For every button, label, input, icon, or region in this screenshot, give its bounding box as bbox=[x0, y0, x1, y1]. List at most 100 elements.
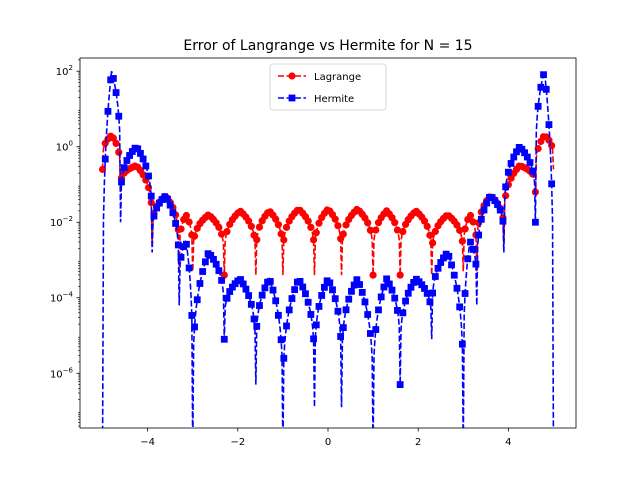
marker-hermite bbox=[310, 335, 317, 343]
marker-hermite bbox=[153, 204, 161, 212]
marker-hermite bbox=[139, 155, 147, 163]
marker-lagrange bbox=[304, 217, 312, 225]
marker-lagrange bbox=[245, 217, 253, 225]
marker-hermite bbox=[526, 159, 534, 166]
y-tick-label: 10−4 bbox=[50, 291, 74, 305]
marker-hermite bbox=[118, 178, 125, 186]
marker-hermite bbox=[185, 264, 193, 272]
marker-hermite bbox=[418, 281, 426, 289]
series-hermite bbox=[101, 71, 556, 428]
marker-hermite bbox=[534, 102, 542, 110]
marker-hermite bbox=[150, 212, 158, 220]
marker-hermite bbox=[191, 323, 198, 331]
marker-hermite bbox=[199, 268, 207, 275]
marker-lagrange bbox=[423, 222, 431, 230]
legend-label-hermite: Hermite bbox=[314, 94, 354, 105]
marker-hermite bbox=[272, 297, 280, 305]
chart-title: Error of Langrange vs Hermite for N = 15 bbox=[183, 38, 472, 54]
marker-hermite bbox=[318, 292, 326, 299]
marker-lagrange bbox=[369, 271, 377, 279]
marker-hermite bbox=[302, 290, 309, 298]
marker-hermite bbox=[464, 255, 472, 263]
marker-hermite bbox=[299, 283, 307, 291]
marker-hermite bbox=[253, 322, 261, 330]
marker-hermite bbox=[188, 312, 196, 319]
marker-hermite bbox=[115, 112, 123, 120]
marker-hermite bbox=[429, 289, 437, 297]
marker-hermite bbox=[388, 286, 396, 294]
marker-lagrange bbox=[182, 211, 191, 220]
marker-hermite bbox=[396, 381, 404, 388]
marker-lagrange bbox=[420, 217, 429, 225]
marker-hermite bbox=[177, 253, 185, 261]
marker-hermite bbox=[142, 162, 150, 170]
marker-hermite bbox=[356, 281, 363, 288]
marker-hermite bbox=[521, 149, 528, 157]
marker-hermite bbox=[120, 164, 128, 172]
marker-lagrange bbox=[223, 227, 231, 236]
marker-lagrange bbox=[458, 237, 466, 245]
marker-hermite bbox=[523, 153, 531, 161]
marker-hermite bbox=[123, 157, 131, 164]
y-tick-label: 10−6 bbox=[50, 366, 74, 380]
x-tick-label: −2 bbox=[230, 437, 245, 448]
marker-hermite bbox=[229, 283, 236, 291]
marker-hermite bbox=[226, 288, 234, 295]
marker-hermite bbox=[518, 145, 526, 153]
marker-lagrange bbox=[315, 219, 323, 227]
marker-hermite bbox=[391, 294, 399, 302]
marker-hermite bbox=[237, 276, 244, 283]
marker-hermite bbox=[399, 309, 407, 317]
marker-hermite bbox=[532, 218, 539, 226]
marker-hermite bbox=[542, 85, 550, 93]
marker-hermite bbox=[421, 285, 428, 292]
marker-lagrange bbox=[456, 226, 464, 234]
marker-hermite bbox=[548, 180, 556, 188]
marker-lagrange bbox=[309, 236, 318, 244]
marker-hermite bbox=[277, 336, 285, 344]
marker-hermite bbox=[109, 75, 117, 82]
marker-hermite bbox=[245, 292, 253, 299]
marker-lagrange bbox=[469, 218, 477, 226]
x-tick-label: 0 bbox=[325, 437, 331, 448]
marker-hermite bbox=[285, 306, 293, 314]
marker-hermite bbox=[169, 209, 177, 217]
marker-lagrange bbox=[431, 227, 439, 236]
marker-lagrange bbox=[399, 227, 407, 236]
marker-hermite bbox=[166, 201, 174, 209]
marker-hermite bbox=[504, 168, 512, 176]
legend-label-lagrange: Lagrange bbox=[314, 72, 361, 83]
marker-hermite bbox=[183, 240, 190, 248]
marker-lagrange bbox=[217, 230, 226, 238]
marker-lagrange bbox=[461, 225, 469, 233]
marker-hermite bbox=[364, 311, 372, 318]
marker-hermite bbox=[350, 281, 358, 289]
marker-hermite bbox=[258, 291, 266, 299]
marker-lagrange bbox=[307, 223, 315, 231]
marker-lagrange bbox=[339, 230, 347, 238]
marker-hermite bbox=[147, 192, 155, 200]
marker-lagrange bbox=[274, 221, 282, 229]
marker-lagrange bbox=[312, 229, 320, 237]
marker-hermite bbox=[280, 354, 288, 362]
marker-hermite bbox=[404, 289, 412, 297]
marker-hermite bbox=[201, 258, 209, 266]
marker-lagrange bbox=[372, 226, 380, 234]
y-axis: 102 100 10−2 10−4 10−6 bbox=[50, 59, 80, 427]
marker-hermite bbox=[366, 330, 374, 337]
marker-lagrange bbox=[190, 232, 199, 240]
marker-hermite bbox=[461, 290, 469, 297]
marker-hermite bbox=[385, 280, 393, 288]
marker-hermite bbox=[212, 260, 220, 268]
marker-lagrange bbox=[247, 222, 255, 230]
y-tick-label: 100 bbox=[56, 140, 73, 154]
marker-lagrange bbox=[280, 236, 288, 244]
marker-hermite bbox=[383, 275, 391, 283]
marker-lagrange bbox=[255, 223, 264, 231]
marker-hermite bbox=[537, 83, 545, 91]
marker-lagrange bbox=[545, 136, 553, 144]
marker-lagrange bbox=[342, 221, 350, 229]
marker-hermite bbox=[496, 206, 504, 214]
marker-hermite bbox=[101, 155, 109, 163]
